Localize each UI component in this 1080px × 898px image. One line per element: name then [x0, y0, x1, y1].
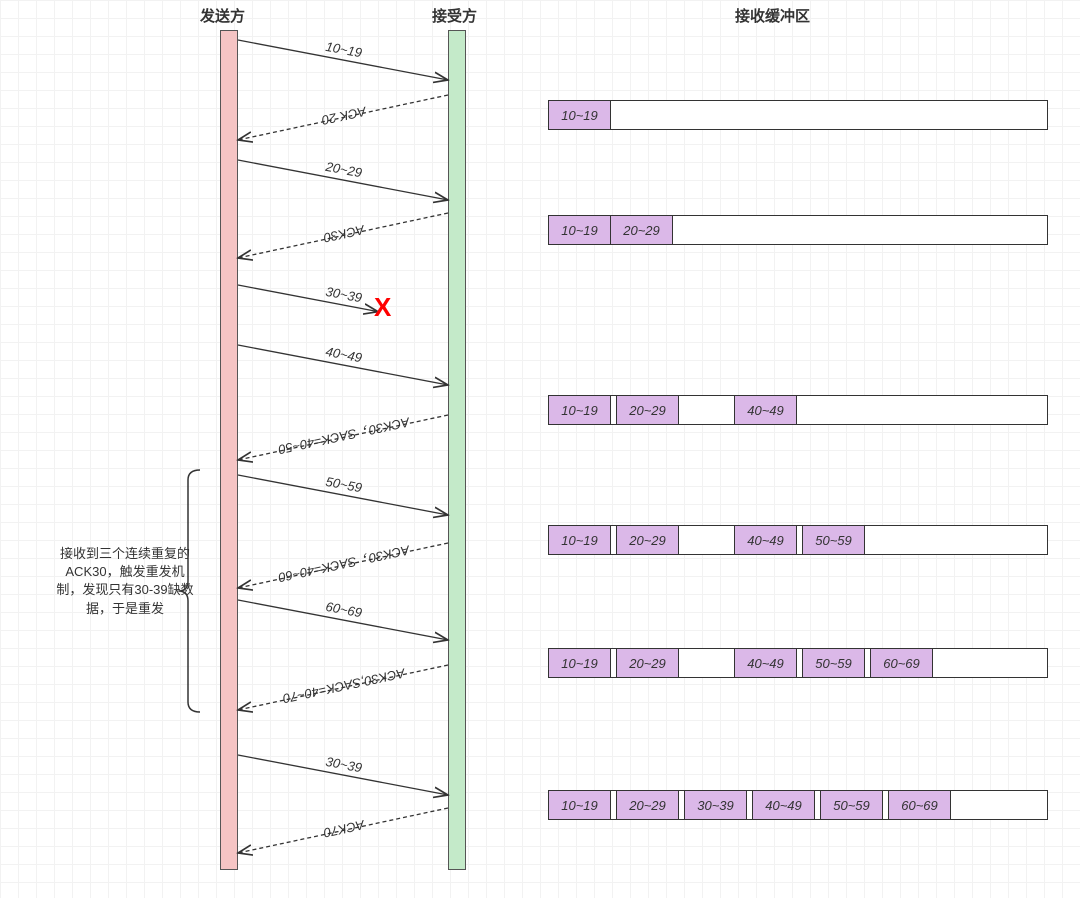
receive-buffer: 10~19: [548, 100, 1048, 130]
sender-lifeline: [220, 30, 238, 870]
buffer-segment: 20~29: [617, 396, 679, 424]
buffer-segment: 60~69: [871, 649, 933, 677]
buffer-segment: 40~49: [735, 649, 797, 677]
buffer-segment: 60~69: [889, 791, 951, 819]
buffer-segment: 10~19: [549, 526, 611, 554]
buffer-gap: [679, 649, 735, 677]
data-arrow: [238, 600, 448, 640]
buffer-segment: 10~19: [549, 396, 611, 424]
ack-arrow: [238, 415, 448, 460]
ack-arrow: [238, 543, 448, 588]
message-label: ACK70: [321, 817, 366, 841]
receive-buffer: 10~1920~29 40~4950~59: [548, 525, 1048, 555]
buffer-segment: 50~59: [803, 526, 865, 554]
buffer-segment: 10~19: [549, 101, 611, 129]
receive-buffer: 10~1920~29 40~49: [548, 395, 1048, 425]
arrow-layer: 10~19ACK 2020~29ACK3030~3940~49ACK30，SAC…: [0, 0, 1080, 898]
message-label: 40~49: [325, 344, 364, 366]
ack-arrow: [238, 213, 448, 258]
message-label: 10~19: [325, 39, 364, 61]
receive-buffer: 10~1920~29 40~4950~5960~69: [548, 648, 1048, 678]
message-label: ACK 20: [320, 104, 369, 128]
buffer-segment: 30~39: [685, 791, 747, 819]
buffer-segment: 50~59: [803, 649, 865, 677]
receive-buffer: 10~1920~2930~3940~4950~5960~69: [548, 790, 1048, 820]
message-label: ACK30,SACK=40~70: [281, 665, 407, 706]
receive-buffer: 10~1920~29: [548, 215, 1048, 245]
buffer-segment: 40~49: [753, 791, 815, 819]
message-label: ACK30，SACK=40~60: [276, 542, 412, 585]
data-arrow: [238, 755, 448, 795]
buffer-title: 接收缓冲区: [735, 5, 810, 26]
buffer-segment: 20~29: [617, 526, 679, 554]
data-arrow: [238, 285, 378, 312]
sender-title: 发送方: [200, 5, 245, 26]
buffer-segment: 20~29: [617, 649, 679, 677]
buffer-segment: 20~29: [617, 791, 679, 819]
data-arrow: [238, 40, 448, 80]
message-label: 30~39: [325, 754, 364, 776]
receiver-lifeline: [448, 30, 466, 870]
ack-arrow: [238, 95, 448, 140]
ack-arrow: [238, 665, 448, 710]
message-label: 50~59: [325, 474, 364, 496]
buffer-segment: 20~29: [611, 216, 673, 244]
data-arrow: [238, 475, 448, 515]
message-label: ACK30: [321, 222, 366, 246]
message-label: 20~29: [324, 159, 364, 181]
buffer-gap: [679, 396, 735, 424]
message-label: 60~69: [325, 599, 364, 621]
buffer-segment: 40~49: [735, 526, 797, 554]
buffer-segment: 40~49: [735, 396, 797, 424]
buffer-segment: 50~59: [821, 791, 883, 819]
receiver-title: 接受方: [432, 5, 477, 26]
buffer-segment: 10~19: [549, 649, 611, 677]
message-label: 30~39: [325, 284, 364, 306]
buffer-segment: 10~19: [549, 791, 611, 819]
data-arrow: [238, 160, 448, 200]
lost-marker: X: [374, 292, 391, 323]
buffer-segment: 10~19: [549, 216, 611, 244]
message-label: ACK30，SACK=40~50: [276, 414, 412, 457]
retransmit-note: 接收到三个连续重复的ACK30，触发重发机制，发现只有30-39缺数据，于是重发: [55, 545, 195, 618]
data-arrow: [238, 345, 448, 385]
ack-arrow: [238, 808, 448, 853]
buffer-gap: [679, 526, 735, 554]
